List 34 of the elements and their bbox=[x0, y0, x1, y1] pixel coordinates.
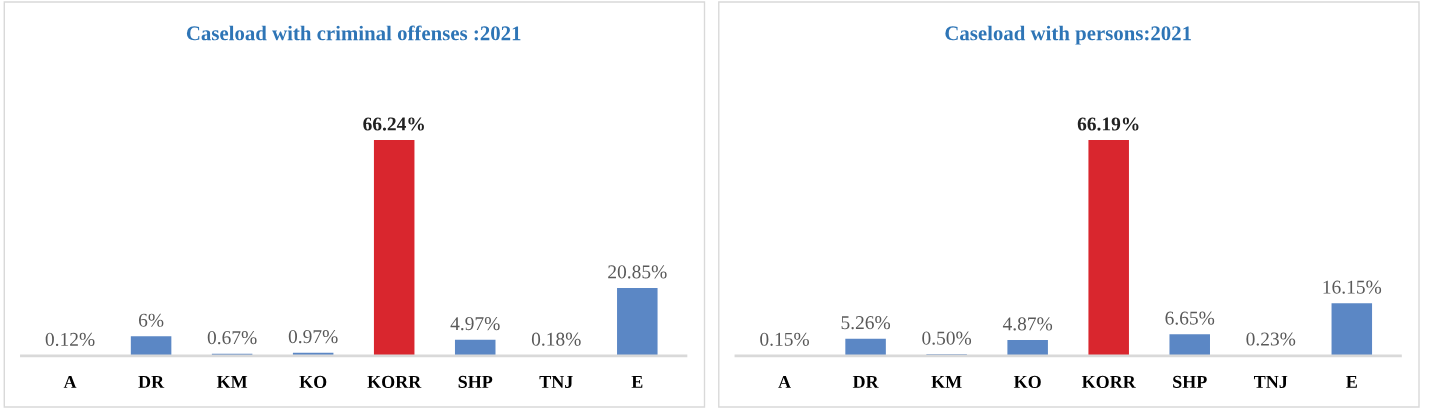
x-tick-label: KO bbox=[1013, 375, 1041, 388]
x-tick-label: KORR bbox=[1081, 375, 1136, 388]
data-label: 66.19% bbox=[1077, 117, 1139, 131]
data-label: 0.97% bbox=[288, 330, 338, 344]
x-tick-label: TNJ bbox=[539, 375, 573, 388]
x-tick-label: SHP bbox=[1173, 375, 1207, 388]
data-label: 6.65% bbox=[1165, 311, 1215, 325]
x-tick-label: A bbox=[63, 375, 77, 388]
x-tick-label: E bbox=[1346, 375, 1357, 388]
data-label: 16.15% bbox=[1323, 280, 1382, 294]
data-label: 0.67% bbox=[207, 331, 257, 345]
x-tick-label: TNJ bbox=[1253, 375, 1288, 388]
data-label: 20.85% bbox=[608, 265, 667, 279]
data-label: 0.50% bbox=[922, 331, 972, 345]
data-label: 4.87% bbox=[1002, 317, 1053, 331]
x-tick-label: KM bbox=[931, 375, 962, 388]
data-label: 4.97% bbox=[450, 317, 500, 331]
data-label: 0.18% bbox=[531, 332, 581, 346]
chart-title: Caseload with criminal offenses :2021 bbox=[186, 25, 521, 41]
x-tick-label: KORR bbox=[367, 375, 422, 388]
x-tick-label: KM bbox=[216, 375, 248, 388]
x-tick-label: A bbox=[778, 375, 791, 388]
data-label: 66.24% bbox=[363, 117, 424, 131]
data-label: 5.26% bbox=[841, 316, 891, 330]
x-tick-label: KO bbox=[299, 375, 327, 388]
x-tick-label: DR bbox=[138, 375, 165, 388]
x-tick-label: E bbox=[631, 375, 643, 388]
chart-title: Caseload with persons:2021 bbox=[945, 25, 1191, 45]
data-label: 0.23% bbox=[1246, 332, 1296, 346]
data-label: 0.15% bbox=[760, 332, 810, 346]
x-tick-label: DR bbox=[852, 375, 879, 388]
data-label: 6% bbox=[138, 313, 164, 327]
data-label: 0.12% bbox=[45, 332, 95, 347]
x-tick-label: SHP bbox=[458, 375, 493, 388]
